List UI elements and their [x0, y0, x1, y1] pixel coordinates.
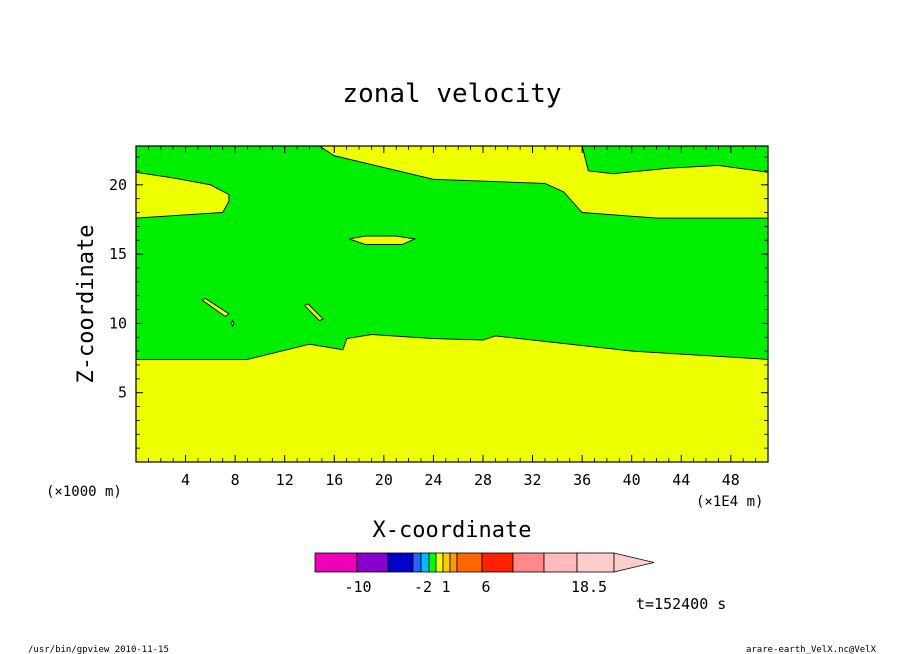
x-tick-label: 24 [424, 471, 442, 489]
contour-region-6 [303, 303, 324, 322]
colorbar-cell [412, 552, 422, 573]
x-tick-label: 40 [623, 471, 641, 489]
x-tick-label: 12 [276, 471, 294, 489]
chart-title: zonal velocity [342, 79, 561, 109]
colorbar-cell [449, 552, 458, 573]
colorbar-cell [387, 552, 414, 573]
x-tick-label: 28 [474, 471, 492, 489]
colorbar-cell [456, 552, 483, 573]
colorbar-cell [481, 552, 514, 573]
x-tick-label: 8 [231, 471, 240, 489]
colorbar-cell [356, 552, 389, 573]
colorbar-cell [435, 552, 444, 573]
minor-ticks [135, 146, 769, 462]
colorbar-cell [576, 552, 615, 573]
x-tick-label: 16 [325, 471, 343, 489]
x-tick-label: 48 [722, 471, 740, 489]
colorbar-cell [543, 552, 578, 573]
plot-frame [135, 145, 769, 463]
colorbar-tick-label: 18.5 [571, 578, 607, 596]
colorbar-extend-arrow [613, 552, 655, 573]
colorbar-cell [428, 552, 437, 573]
y-tick-label: 10 [109, 314, 127, 332]
y-tick-label: 15 [109, 245, 127, 263]
contour-region-4 [348, 235, 417, 245]
y-axis: 5 10 15 20 [109, 176, 768, 402]
colorbar-cell [314, 552, 358, 573]
colorbar-tick-label: 1 [441, 578, 450, 596]
x-tick-label: 20 [375, 471, 393, 489]
x-tick-label: 4 [181, 471, 190, 489]
colorbar-labels: -10 -2 1 6 18.5 [344, 578, 607, 596]
contour-region-5 [200, 298, 230, 318]
contour-region-3 [318, 146, 768, 219]
x-axis-label: X-coordinate [373, 518, 532, 543]
colorbar-cell [512, 552, 545, 573]
x-unit-left: (×1000 m) [46, 484, 122, 500]
footer-right: arare-earth_VelX.nc@VelX [746, 645, 877, 654]
y-axis-label: Z-coordinate [74, 225, 99, 384]
contour-region-7 [230, 319, 235, 328]
x-tick-label: 44 [672, 471, 690, 489]
colorbar-tick-label: -2 [414, 578, 432, 596]
footer-left: /usr/bin/gpview 2010-11-15 [28, 645, 169, 654]
y-tick-label: 20 [109, 176, 127, 194]
colorbar [314, 552, 655, 573]
colorbar-cell [420, 552, 430, 573]
y-tick-label: 5 [118, 384, 127, 402]
contour-region-1 [136, 334, 768, 462]
x-tick-label: 36 [573, 471, 591, 489]
contour-regions [136, 146, 768, 462]
colorbar-tick-label: -10 [344, 578, 371, 596]
x-tick-label: 32 [524, 471, 542, 489]
contour-region-2 [136, 171, 230, 219]
colorbar-cell [442, 552, 451, 573]
x-unit-right: (×1E4 m) [696, 494, 763, 510]
time-annotation: t=152400 s [636, 595, 726, 613]
x-axis: 4 8 12 16 20 24 28 32 36 40 44 48 [181, 146, 740, 489]
colorbar-tick-label: 6 [481, 578, 490, 596]
